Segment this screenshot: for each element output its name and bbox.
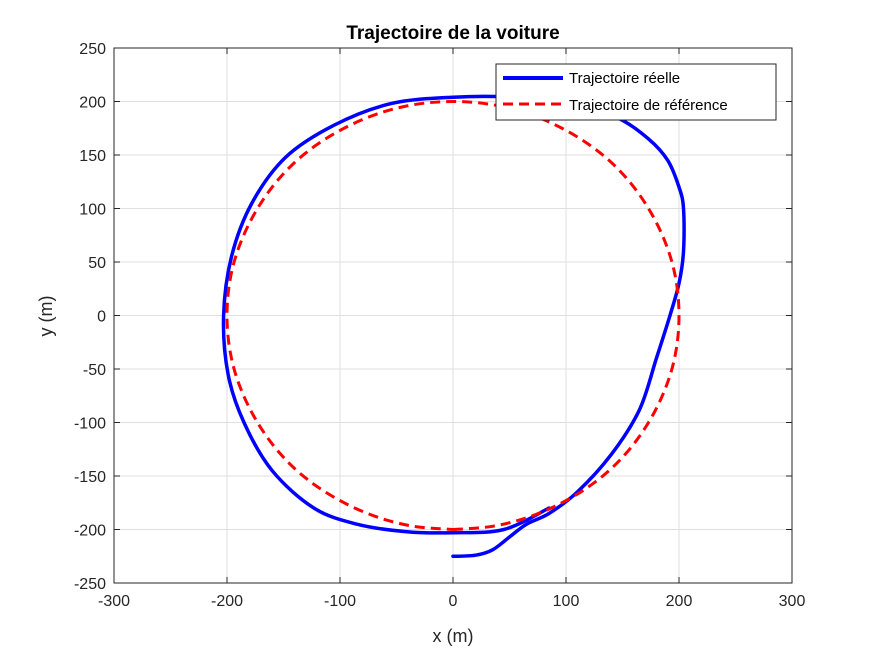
series-line-trajectoire-reference xyxy=(225,100,681,531)
legend: Trajectoire réelle Trajectoire de référe… xyxy=(495,63,777,121)
y-tick-label: -200 xyxy=(74,523,106,540)
x-tick-label: 300 xyxy=(779,593,806,610)
y-tick-label: 0 xyxy=(97,309,106,326)
x-tick-label: -100 xyxy=(324,593,356,610)
x-tick-label: 100 xyxy=(553,593,580,610)
legend-label-reference: Trajectoire de référence xyxy=(569,97,728,114)
grid xyxy=(114,48,792,583)
y-axis-label: y (m) xyxy=(36,296,56,337)
y-tick-label: 150 xyxy=(79,148,106,165)
legend-label-real: Trajectoire réelle xyxy=(569,70,680,87)
y-tick-label: 250 xyxy=(79,41,106,58)
y-axis-ticks: -250 -200 -150 -100 -50 0 50 100 150 200 250 xyxy=(74,41,792,593)
x-tick-label: -200 xyxy=(211,593,243,610)
y-tick-label: -250 xyxy=(74,576,106,593)
y-tick-label: -100 xyxy=(74,416,106,433)
x-axis-ticks: -300 -200 -100 0 100 200 300 xyxy=(98,48,805,610)
y-tick-label: 50 xyxy=(88,255,106,272)
x-tick-label: 0 xyxy=(449,593,458,610)
y-tick-label: 200 xyxy=(79,95,106,112)
y-tick-label: -50 xyxy=(83,362,106,379)
x-axis-label: x (m) xyxy=(433,626,474,646)
x-tick-label: -300 xyxy=(98,593,130,610)
x-tick-label: 200 xyxy=(666,593,693,610)
y-tick-label: 100 xyxy=(79,202,106,219)
legend-box xyxy=(495,63,777,121)
y-tick-label: -150 xyxy=(74,469,106,486)
chart-title: Trajectoire de la voiture xyxy=(346,23,559,44)
